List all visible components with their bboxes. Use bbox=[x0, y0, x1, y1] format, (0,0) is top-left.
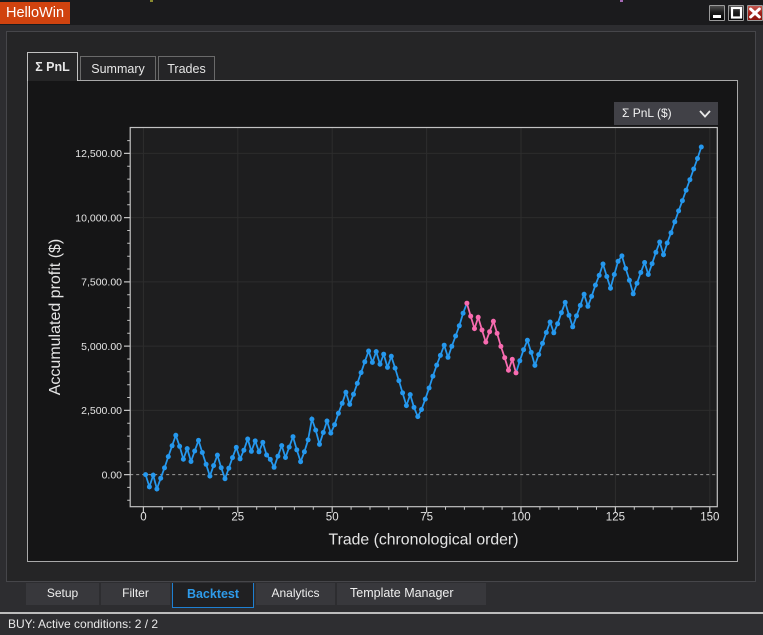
svg-text:5,000.00: 5,000.00 bbox=[81, 341, 122, 353]
svg-text:0.00: 0.00 bbox=[102, 469, 123, 481]
svg-text:Trade (chronological order): Trade (chronological order) bbox=[329, 532, 519, 549]
svg-text:12,500.00: 12,500.00 bbox=[75, 148, 122, 160]
svg-text:2,500.00: 2,500.00 bbox=[81, 405, 122, 417]
svg-text:0: 0 bbox=[140, 512, 146, 524]
svg-text:50: 50 bbox=[326, 512, 339, 524]
svg-text:125: 125 bbox=[606, 512, 625, 524]
svg-text:100: 100 bbox=[511, 512, 530, 524]
svg-text:25: 25 bbox=[231, 512, 244, 524]
svg-text:75: 75 bbox=[420, 512, 433, 524]
svg-text:7,500.00: 7,500.00 bbox=[81, 277, 122, 289]
svg-text:150: 150 bbox=[700, 512, 719, 524]
svg-text:10,000.00: 10,000.00 bbox=[75, 212, 122, 224]
svg-text:Accumulated profit ($): Accumulated profit ($) bbox=[47, 239, 64, 396]
